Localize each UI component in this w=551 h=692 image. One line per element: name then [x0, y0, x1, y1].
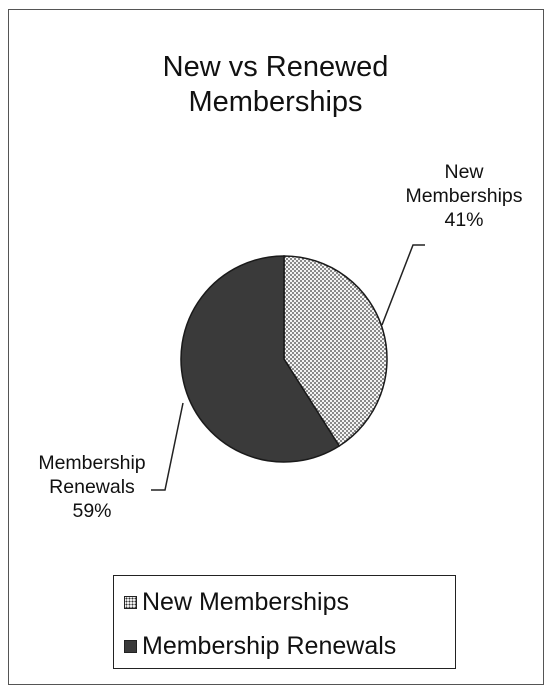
legend-label-new-memberships: New Memberships — [142, 588, 350, 616]
legend-item-membership-renewals[interactable]: Membership Renewals — [124, 631, 396, 661]
pie-slice-membership-renewals[interactable] — [180, 255, 341, 463]
slice-label-ren-line-2: Renewals — [49, 476, 135, 498]
slice-label-new-line-2: Memberships — [405, 185, 523, 207]
slice-label-membership-renewals: Membership Renewals 59% — [12, 451, 172, 523]
chart-legend: New Memberships Membership Renewals — [113, 575, 456, 669]
slice-label-ren-percent: 59% — [72, 500, 112, 522]
chart-title: New vs Renewed Memberships — [0, 50, 551, 120]
legend-swatch-membership-renewals — [124, 639, 137, 653]
slice-label-new-memberships: New Memberships 41% — [385, 160, 543, 232]
slice-label-ren-line-1: Membership — [38, 452, 146, 474]
leader-line-renewals — [151, 402, 184, 491]
legend-item-new-memberships[interactable]: New Memberships — [124, 587, 349, 617]
slice-label-new-line-1: New — [444, 161, 484, 183]
leader-line-new — [381, 244, 425, 326]
chart-title-line-2: Memberships — [188, 86, 363, 118]
slice-label-new-percent: 41% — [444, 209, 484, 231]
legend-swatch-new-memberships — [124, 595, 137, 609]
legend-label-membership-renewals: Membership Renewals — [142, 632, 397, 660]
chart-title-line-1: New vs Renewed — [162, 51, 389, 83]
